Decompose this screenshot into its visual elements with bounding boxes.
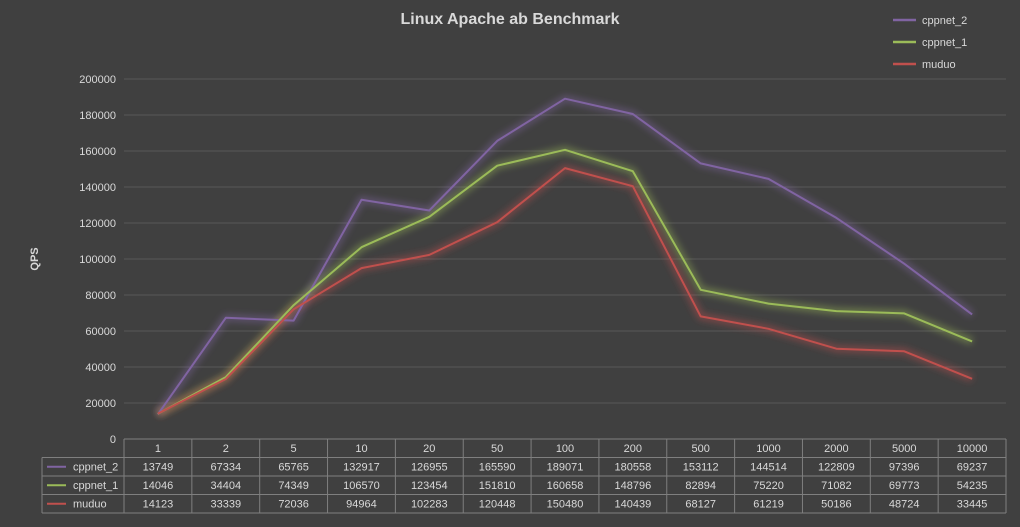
- data-table-value: 13749: [143, 462, 174, 474]
- series-line-cppnet_2: [157, 97, 973, 415]
- data-table-value: 160658: [547, 480, 584, 492]
- y-tick-label: 100000: [79, 254, 116, 266]
- data-table-value: 68127: [685, 499, 716, 511]
- y-tick-label: 80000: [85, 290, 116, 302]
- table-series-name: muduo: [73, 499, 107, 511]
- data-table-value: 189071: [547, 462, 584, 474]
- data-table-value: 153112: [683, 462, 719, 474]
- data-table-value: 102283: [411, 499, 448, 511]
- legend-label: cppnet_1: [922, 37, 967, 49]
- y-tick-label: 180000: [79, 110, 116, 122]
- y-axis-ticks: 0 20000 40000 60000 80000 100000 120000 140000 1…: [79, 74, 116, 446]
- x-category-label: 500: [692, 443, 710, 455]
- table-series-name: cppnet_2: [73, 462, 118, 474]
- data-table-value: 165590: [479, 462, 516, 474]
- x-category-label: 1: [155, 443, 161, 455]
- x-category-label: 2000: [824, 443, 848, 455]
- data-table-value: 180558: [614, 462, 651, 474]
- data-table-value: 69773: [889, 480, 920, 492]
- chart-title: Linux Apache ab Benchmark: [400, 11, 619, 28]
- y-axis-label: QPS: [29, 247, 41, 270]
- x-category-label: 50: [491, 443, 503, 455]
- data-table-value: 144514: [750, 462, 787, 474]
- table-series-name: cppnet_1: [73, 480, 118, 492]
- data-table-value: 33445: [957, 499, 988, 511]
- x-category-label: 5: [291, 443, 297, 455]
- data-table-value: 74349: [278, 480, 309, 492]
- x-category-label: 5000: [892, 443, 916, 455]
- series-glow-cppnet_1: [156, 146, 974, 417]
- y-tick-label: 120000: [79, 218, 116, 230]
- data-table-value: 67334: [210, 462, 241, 474]
- data-table-value: 75220: [753, 480, 784, 492]
- data-table-value: 150480: [547, 499, 584, 511]
- data-table-value: 151810: [479, 480, 516, 492]
- x-category-label: 10: [355, 443, 367, 455]
- x-category-label: 2: [223, 443, 229, 455]
- y-tick-label: 60000: [85, 326, 116, 338]
- data-table-value: 14046: [143, 480, 174, 492]
- data-table-value: 123454: [411, 480, 448, 492]
- data-table-value: 54235: [957, 480, 988, 492]
- y-tick-label: 160000: [79, 146, 116, 158]
- data-table-value: 65765: [278, 462, 309, 474]
- x-category-label: 20: [423, 443, 435, 455]
- data-table-value: 82894: [685, 480, 716, 492]
- legend-label: cppnet_2: [922, 15, 967, 27]
- data-table-value: 69237: [957, 462, 988, 474]
- x-category-label: 200: [624, 443, 642, 455]
- data-table-value: 97396: [889, 462, 920, 474]
- y-tick-label: 140000: [79, 182, 116, 194]
- series-line-cppnet_1: [157, 148, 973, 415]
- data-table-value: 120448: [479, 499, 516, 511]
- data-table-value: 106570: [343, 480, 380, 492]
- data-table-value: 48724: [889, 499, 920, 511]
- x-category-label: 1000: [756, 443, 780, 455]
- x-category-label: 100: [556, 443, 574, 455]
- data-table: 1 2 5 10 20 50 100 200 500 1000 2000 5000 10000 cppne…: [41, 438, 1007, 514]
- y-tick-label: 0: [110, 434, 116, 446]
- data-table-value: 33339: [210, 499, 241, 511]
- data-table-value: 34404: [210, 480, 241, 492]
- data-table-value: 14123: [143, 499, 174, 511]
- data-table-value: 94964: [346, 499, 377, 511]
- y-tick-label: 200000: [79, 74, 116, 86]
- y-tick-label: 20000: [85, 398, 116, 410]
- data-table-value: 148796: [614, 480, 651, 492]
- data-table-value: 72036: [278, 499, 309, 511]
- data-table-value: 61219: [753, 499, 784, 511]
- series-line-muduo: [157, 167, 973, 415]
- data-table-value: 126955: [411, 462, 448, 474]
- data-table-value: 50186: [821, 499, 852, 511]
- data-table-value: 122809: [818, 462, 855, 474]
- legend-label: muduo: [922, 59, 956, 71]
- data-table-value: 132917: [343, 462, 380, 474]
- series-lines: [157, 97, 973, 415]
- data-table-value: 71082: [821, 480, 852, 492]
- x-category-label: 10000: [957, 443, 988, 455]
- y-tick-label: 40000: [85, 362, 116, 374]
- data-table-value: 140439: [614, 499, 651, 511]
- series-glow-muduo: [156, 164, 974, 417]
